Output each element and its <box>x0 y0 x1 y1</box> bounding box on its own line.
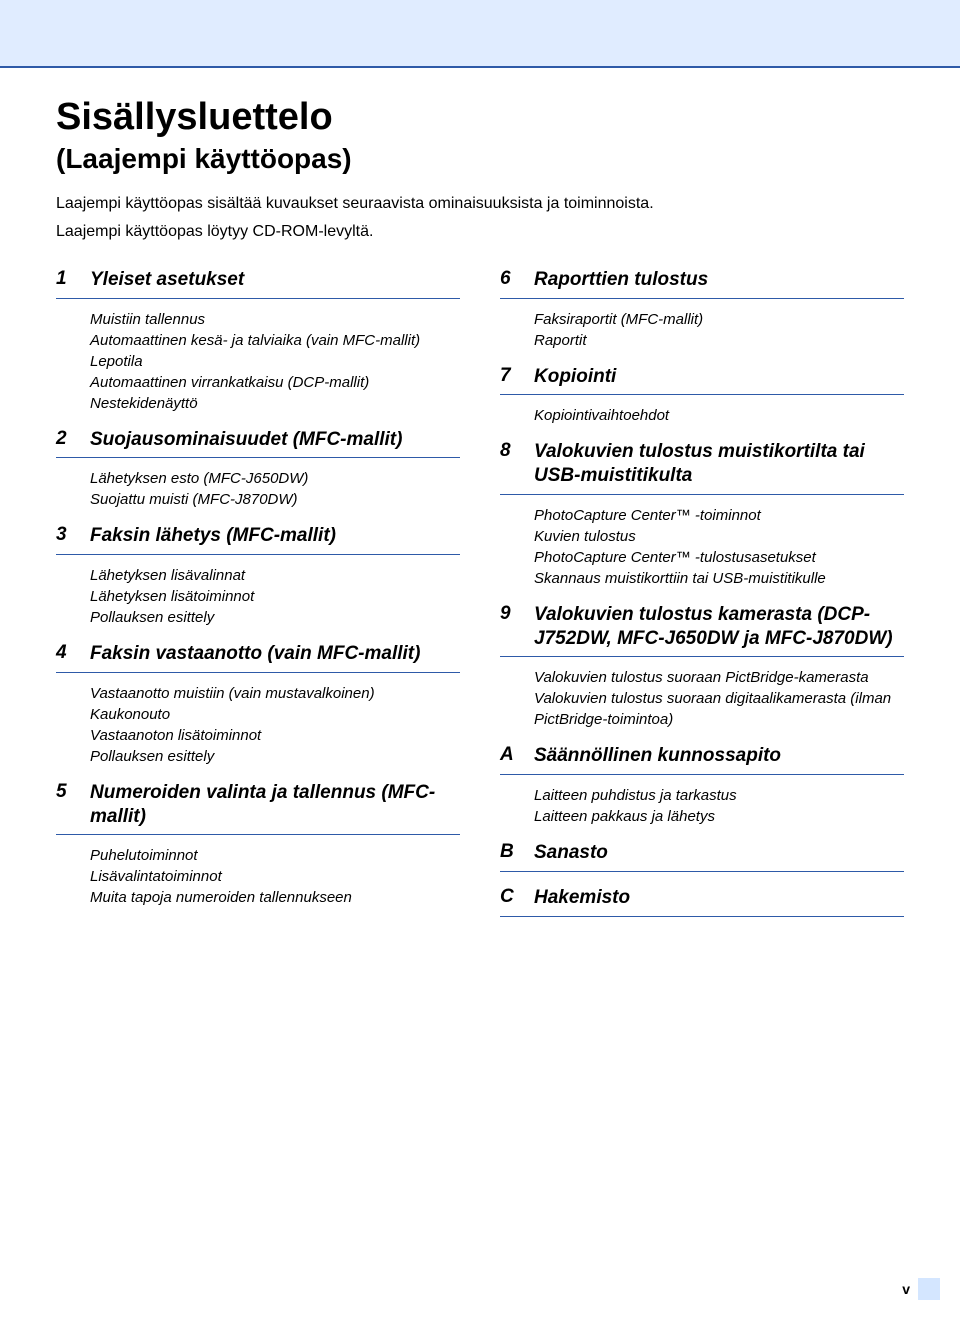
toc-item: Kuvien tulostus <box>534 526 904 547</box>
toc-section: 3Faksin lähetys (MFC-mallit) Lähetyksen l… <box>56 524 460 628</box>
toc-section-title: Valokuvien tulostus muistikortilta tai U… <box>534 440 904 488</box>
toc-section-items: Valokuvien tulostus suoraan PictBridge-k… <box>500 667 904 730</box>
toc-section-number: 2 <box>56 428 90 450</box>
toc-item: Pollauksen esittely <box>90 746 460 767</box>
left-column: 1Yleiset asetuksetMuistiin tallennusAuto… <box>56 268 460 931</box>
toc-section-number: 1 <box>56 268 90 290</box>
toc-section: 5Numeroiden valinta ja tallennus (MFC-ma… <box>56 781 460 909</box>
toc-section: ASäännöllinen kunnossapito Laitteen puhdi… <box>500 744 904 827</box>
page-title: Sisällysluettelo <box>56 96 904 139</box>
toc-section-title: Valokuvien tulostus kamerasta (DCP-J752D… <box>534 603 904 651</box>
toc-item: Kopiointivaihtoehdot <box>534 405 904 426</box>
toc-item: PhotoCapture Center™ -toiminnot <box>534 505 904 526</box>
content-area: Sisällysluettelo (Laajempi käyttöopas) L… <box>0 68 960 931</box>
toc-section-title: Raporttien tulostus <box>534 268 708 292</box>
page-subtitle: (Laajempi käyttöopas) <box>56 143 904 175</box>
toc-section-number: 8 <box>500 440 534 462</box>
toc-section-items: PuhelutoiminnotLisävalintatoiminnotMuita… <box>56 845 460 908</box>
toc-section: 8Valokuvien tulostus muistikortilta tai … <box>500 440 904 589</box>
toc-section-title: Numeroiden valinta ja tallennus (MFC-mal… <box>90 781 460 829</box>
toc-section-number: A <box>500 744 534 766</box>
toc-section-head: 3Faksin lähetys (MFC-mallit) <box>56 524 460 555</box>
toc-section-items: Muistiin tallennusAutomaattinen kesä- ja… <box>56 309 460 414</box>
toc-section-title: Säännöllinen kunnossapito <box>534 744 781 768</box>
toc-section-number: 5 <box>56 781 90 803</box>
toc-item: Automaattinen virrankatkaisu (DCP-mallit… <box>90 372 460 393</box>
toc-columns: 1Yleiset asetuksetMuistiin tallennusAuto… <box>56 268 904 931</box>
toc-section-number: 7 <box>500 365 534 387</box>
toc-item: Valokuvien tulostus suoraan PictBridge-k… <box>534 667 904 688</box>
toc-item: Lähetyksen lisätoiminnot <box>90 586 460 607</box>
page: Sisällysluettelo (Laajempi käyttöopas) L… <box>0 0 960 1320</box>
toc-section-head: ASäännöllinen kunnossapito <box>500 744 904 775</box>
toc-item: Muita tapoja numeroiden tallennukseen <box>90 887 460 908</box>
footer: v <box>902 1278 940 1300</box>
toc-item: Lähetyksen esto (MFC-J650DW) <box>90 468 460 489</box>
toc-item: Skannaus muistikorttiin tai USB-muistiti… <box>534 568 904 589</box>
toc-item: Faksiraportit (MFC-mallit) <box>534 309 904 330</box>
toc-section-items: Lähetyksen lisävalinnatLähetyksen lisäto… <box>56 565 460 628</box>
toc-section-title: Faksin lähetys (MFC-mallit) <box>90 524 336 548</box>
toc-section-items: Vastaanotto muistiin (vain mustavalkoine… <box>56 683 460 767</box>
toc-item: Lisävalintatoiminnot <box>90 866 460 887</box>
toc-section-head: 8Valokuvien tulostus muistikortilta tai … <box>500 440 904 495</box>
top-band <box>0 0 960 68</box>
toc-item: Vastaanotto muistiin (vain mustavalkoine… <box>90 683 460 704</box>
intro-line-2: Laajempi käyttöopas löytyy CD-ROM-levylt… <box>56 221 904 243</box>
intro-line-1: Laajempi käyttöopas sisältää kuvaukset s… <box>56 193 904 215</box>
toc-section-head: 4Faksin vastaanotto (vain MFC-mallit) <box>56 642 460 673</box>
page-number: v <box>902 1281 910 1297</box>
toc-section-items: Kopiointivaihtoehdot <box>500 405 904 426</box>
toc-section: CHakemisto <box>500 886 904 917</box>
toc-section-head: 9Valokuvien tulostus kamerasta (DCP-J752… <box>500 603 904 658</box>
footer-block-icon <box>918 1278 940 1300</box>
toc-section-items: PhotoCapture Center™ -toiminnotKuvien tu… <box>500 505 904 589</box>
toc-section-items: Laitteen puhdistus ja tarkastusLaitteen … <box>500 785 904 827</box>
toc-item: Automaattinen kesä- ja talviaika (vain M… <box>90 330 460 351</box>
toc-section-title: Hakemisto <box>534 886 630 910</box>
toc-section: 7Kopiointi Kopiointivaihtoehdot <box>500 365 904 427</box>
toc-item: Laitteen puhdistus ja tarkastus <box>534 785 904 806</box>
toc-item: Valokuvien tulostus suoraan digitaalikam… <box>534 688 904 730</box>
toc-section: BSanasto <box>500 841 904 872</box>
toc-section-title: Suojausominaisuudet (MFC-mallit) <box>90 428 402 452</box>
toc-section: 9Valokuvien tulostus kamerasta (DCP-J752… <box>500 603 904 731</box>
toc-section-head: 2Suojausominaisuudet (MFC-mallit) <box>56 428 460 459</box>
toc-item: Nestekidenäyttö <box>90 393 460 414</box>
toc-section-head: CHakemisto <box>500 886 904 917</box>
toc-section: 6Raporttien tulostus Faksiraportit (MFC-m… <box>500 268 904 351</box>
toc-item: Puhelutoiminnot <box>90 845 460 866</box>
toc-item: Suojattu muisti (MFC-J870DW) <box>90 489 460 510</box>
toc-item: Lähetyksen lisävalinnat <box>90 565 460 586</box>
toc-section-title: Sanasto <box>534 841 608 865</box>
toc-section-number: 4 <box>56 642 90 664</box>
toc-section-title: Yleiset asetukset <box>90 268 244 292</box>
toc-section-number: C <box>500 886 534 908</box>
toc-section-head: 6Raporttien tulostus <box>500 268 904 299</box>
toc-item: Vastaanoton lisätoiminnot <box>90 725 460 746</box>
toc-section-head: 7Kopiointi <box>500 365 904 396</box>
toc-section-number: B <box>500 841 534 863</box>
toc-item: Raportit <box>534 330 904 351</box>
toc-section-items: Faksiraportit (MFC-mallit)Raportit <box>500 309 904 351</box>
toc-section-title: Faksin vastaanotto (vain MFC-mallit) <box>90 642 420 666</box>
toc-item: Muistiin tallennus <box>90 309 460 330</box>
toc-section: 1Yleiset asetuksetMuistiin tallennusAuto… <box>56 268 460 414</box>
toc-item: PhotoCapture Center™ -tulostusasetukset <box>534 547 904 568</box>
toc-item: Laitteen pakkaus ja lähetys <box>534 806 904 827</box>
toc-item: Kaukonouto <box>90 704 460 725</box>
toc-section: 4Faksin vastaanotto (vain MFC-mallit) Vas… <box>56 642 460 767</box>
toc-item: Pollauksen esittely <box>90 607 460 628</box>
right-column: 6Raporttien tulostus Faksiraportit (MFC-m… <box>500 268 904 931</box>
toc-section-title: Kopiointi <box>534 365 616 389</box>
toc-section-head: 1Yleiset asetukset <box>56 268 460 299</box>
toc-section-number: 9 <box>500 603 534 625</box>
toc-item: Lepotila <box>90 351 460 372</box>
toc-section-items: Lähetyksen esto (MFC-J650DW)Suojattu mui… <box>56 468 460 510</box>
toc-section: 2Suojausominaisuudet (MFC-mallit) Lähetyk… <box>56 428 460 511</box>
toc-section-head: 5Numeroiden valinta ja tallennus (MFC-ma… <box>56 781 460 836</box>
toc-section-number: 3 <box>56 524 90 546</box>
toc-section-head: BSanasto <box>500 841 904 872</box>
toc-section-number: 6 <box>500 268 534 290</box>
